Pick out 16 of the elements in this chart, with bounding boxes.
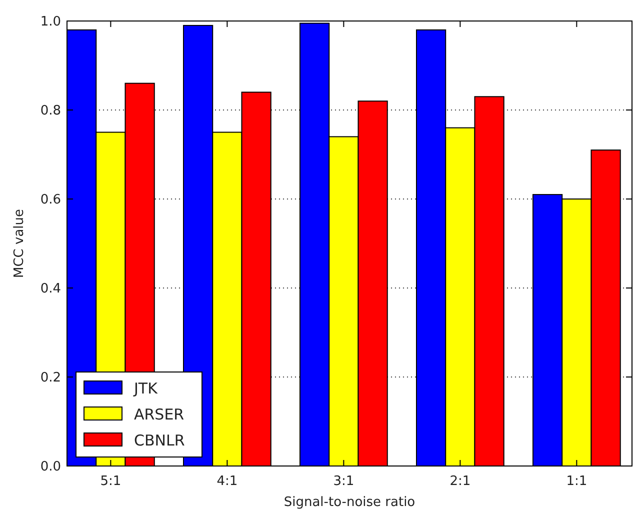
x-tick-label: 4:1 xyxy=(216,474,238,489)
y-tick-label: 0.8 xyxy=(40,104,61,119)
y-tick-label: 0.6 xyxy=(40,192,61,208)
y-tick-label: 1.0 xyxy=(40,14,61,30)
legend-label: ARSER xyxy=(134,405,184,424)
y-tick-label: 0.2 xyxy=(40,370,61,386)
x-tick-label: 5:1 xyxy=(100,474,122,489)
y-axis-title: MCC value xyxy=(12,208,27,278)
legend-label: CBNLR xyxy=(134,431,185,450)
y-tick-label: 0.4 xyxy=(40,282,61,297)
legend-label: JTK xyxy=(133,379,159,398)
y-tick-label: 0.0 xyxy=(40,460,61,475)
x-tick-label: 1:1 xyxy=(566,474,588,489)
x-axis-title: Signal-to-noise ratio xyxy=(284,495,416,510)
x-tick-label: 2:1 xyxy=(450,474,471,489)
x-tick-label: 3:1 xyxy=(333,474,354,489)
